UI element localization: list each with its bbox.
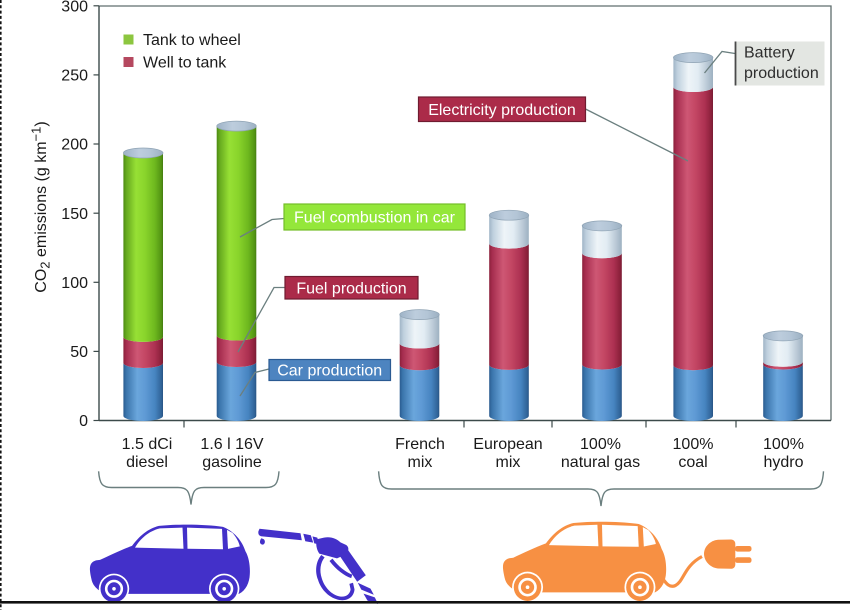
svg-text:150: 150	[61, 206, 88, 223]
svg-text:gasoline: gasoline	[202, 454, 262, 471]
svg-text:Tank to wheel: Tank to wheel	[143, 32, 241, 49]
svg-text:production: production	[744, 65, 819, 82]
svg-text:100%: 100%	[673, 436, 714, 453]
svg-text:100%: 100%	[580, 436, 621, 453]
svg-text:Well to tank: Well to tank	[143, 55, 227, 72]
svg-text:natural gas: natural gas	[561, 454, 640, 471]
svg-text:European: European	[473, 436, 542, 453]
svg-text:hydro: hydro	[763, 454, 803, 471]
svg-text:mix: mix	[408, 454, 433, 471]
svg-text:1.5 dCi: 1.5 dCi	[122, 436, 173, 453]
svg-text:0: 0	[79, 413, 88, 430]
svg-text:Car production: Car production	[277, 363, 382, 380]
svg-text:French: French	[395, 436, 445, 453]
svg-text:200: 200	[61, 137, 88, 154]
svg-text:diesel: diesel	[126, 454, 168, 471]
svg-text:1.6 l 16V: 1.6 l 16V	[200, 436, 263, 453]
svg-text:CO2 emissions (g km−1): CO2 emissions (g km−1)	[29, 121, 53, 292]
svg-text:Fuel production: Fuel production	[296, 281, 406, 298]
svg-text:250: 250	[61, 68, 88, 85]
svg-text:100%: 100%	[763, 436, 804, 453]
svg-text:Electricity production: Electricity production	[428, 102, 576, 119]
svg-text:coal: coal	[678, 454, 707, 471]
svg-text:mix: mix	[496, 454, 521, 471]
svg-text:Battery: Battery	[744, 45, 795, 62]
svg-text:50: 50	[70, 344, 88, 361]
svg-text:Fuel combustion in car: Fuel combustion in car	[294, 210, 456, 227]
svg-text:100: 100	[61, 275, 88, 292]
svg-text:300: 300	[61, 0, 88, 16]
